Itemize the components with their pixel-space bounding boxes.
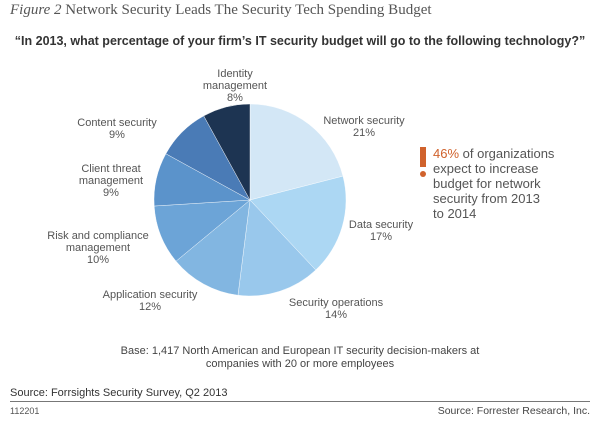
figure-title-text: Network Security Leads The Security Tech… bbox=[65, 2, 432, 18]
base-line: companies with 20 or more employees bbox=[205, 358, 395, 370]
label-text: Application security bbox=[102, 289, 198, 301]
label-text: management bbox=[65, 242, 131, 254]
base-note: Base: 1,417 North American and European … bbox=[0, 345, 600, 371]
label-data-security: Data security 17% bbox=[349, 219, 413, 243]
callout-text: 46% of organizations expect to increase … bbox=[433, 146, 554, 221]
label-value: 10% bbox=[86, 254, 110, 266]
label-text: Risk and compliance bbox=[47, 230, 149, 242]
label-value: 9% bbox=[109, 129, 125, 141]
callout-line: expect to increase bbox=[433, 161, 539, 176]
label-value: 9% bbox=[103, 187, 119, 199]
label-client-threat: Client threat management 9% bbox=[79, 163, 143, 199]
label-text: Content security bbox=[77, 117, 157, 129]
callout-line: to 2014 bbox=[433, 206, 477, 221]
label-text: Network security bbox=[323, 115, 405, 127]
label-text: Data security bbox=[348, 219, 414, 231]
pie-slice-identity-management bbox=[203, 103, 251, 201]
pie-slice-network-security bbox=[249, 103, 344, 201]
exclamation-bar bbox=[420, 147, 426, 167]
label-identity-management: Identity management 8% bbox=[203, 68, 267, 104]
figure-id: 112201 bbox=[10, 406, 40, 416]
label-text: management bbox=[202, 80, 268, 92]
label-content-security: Content security 9% bbox=[77, 117, 156, 141]
publisher-credit: Source: Forrester Research, Inc. bbox=[437, 405, 590, 417]
callout-line: budget for network bbox=[433, 176, 541, 191]
footer-divider bbox=[10, 401, 590, 402]
exclamation-icon bbox=[420, 147, 426, 177]
pie-slice-data-security bbox=[249, 175, 347, 271]
label-risk-compliance: Risk and compliance management 10% bbox=[47, 230, 149, 266]
chart-title: “In 2013, what percentage of your firm’s… bbox=[14, 34, 586, 48]
source-note: Source: Forrsights Security Survey, Q2 2… bbox=[10, 387, 228, 399]
label-value: 12% bbox=[138, 301, 162, 313]
base-line: Base: 1,417 North American and European … bbox=[120, 345, 480, 357]
label-application-security: Application security 12% bbox=[103, 289, 198, 313]
callout-line: security from 2013 bbox=[433, 191, 540, 206]
callout-highlight: 46% bbox=[433, 146, 460, 161]
label-text: management bbox=[78, 175, 144, 187]
label-value: 17% bbox=[369, 231, 393, 243]
pie-slice-security-operations bbox=[237, 199, 316, 297]
label-security-operations: Security operations 14% bbox=[289, 297, 383, 321]
figure-title: Figure 2 Network Security Leads The Secu… bbox=[10, 2, 432, 19]
label-network-security: Network security 21% bbox=[323, 115, 404, 139]
label-text: Client threat bbox=[81, 163, 141, 175]
exclamation-dot bbox=[420, 171, 426, 177]
label-value: 21% bbox=[352, 127, 376, 139]
label-value: 8% bbox=[227, 92, 243, 104]
label-value: 14% bbox=[324, 309, 348, 321]
label-text: Identity bbox=[217, 68, 253, 80]
figure-number: Figure 2 bbox=[10, 2, 62, 18]
callout-line: of organizations bbox=[459, 146, 555, 161]
pie-slice-application-security bbox=[175, 199, 251, 296]
label-text: Security operations bbox=[288, 297, 384, 309]
